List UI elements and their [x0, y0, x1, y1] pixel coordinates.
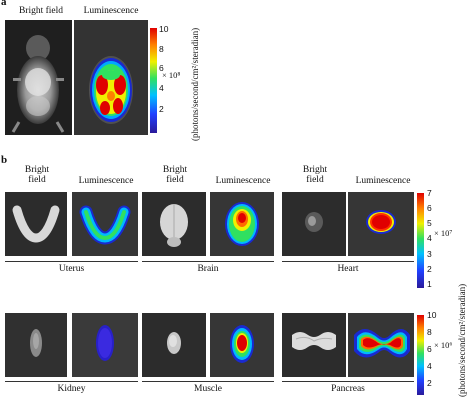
brain-bright-field-image — [142, 192, 206, 256]
kidney-underline — [5, 381, 138, 382]
kidney-label: Kidney — [57, 384, 86, 394]
panel-a-colorbar — [150, 28, 157, 133]
panel-b-top-colorbar-multiplier: × 10⁷ — [434, 228, 453, 238]
pancreas-underline — [282, 381, 414, 382]
panel-b-bottom-colorbar-tick: 6 — [427, 344, 432, 354]
panel-b-letter: b — [1, 154, 8, 166]
heart-luminescence-image — [348, 192, 414, 256]
panel-b-top-colorbar-tick: 5 — [427, 218, 432, 228]
brain-underline — [142, 261, 274, 262]
panel-b-bottom-colorbar — [417, 315, 424, 395]
panel-b-top-colorbar-tick: 7 — [427, 188, 432, 198]
pancreas-bright-field-image — [282, 313, 346, 377]
uterus-underline — [5, 261, 138, 262]
kidney-bright-field-image — [5, 313, 67, 377]
pancreas-label: Pancreas — [331, 384, 365, 394]
panel-b-top-colorbar-tick: 6 — [427, 203, 432, 213]
panel-b-top-colorbar-tick: 2 — [427, 264, 432, 274]
pancreas-luminescence-image — [348, 313, 414, 377]
panel-b-top-colorbar — [417, 193, 424, 288]
panel-b-bottom-colorbar-tick: 2 — [427, 378, 432, 388]
panel-b-top-colorbar-tick: 3 — [427, 249, 432, 259]
panel-a-luminescence-image — [74, 20, 148, 135]
heart-underline — [282, 261, 414, 262]
panel-b-top-colorbar-tick: 4 — [427, 233, 432, 243]
uterus-bright-label: Bright field — [24, 165, 50, 185]
uterus-bright-field-image — [5, 192, 67, 256]
panel-a-colorbar-multiplier: × 10⁸ — [162, 70, 181, 80]
heart-luminescence-label: Luminescence — [355, 176, 411, 186]
brain-luminescence-image — [210, 192, 274, 256]
brain-label: Brain — [197, 264, 219, 274]
kidney-luminescence-image — [72, 313, 138, 377]
panel-a-letter: a — [1, 0, 7, 8]
panel-a-bright-field-label: Bright field — [18, 6, 64, 16]
muscle-label: Muscle — [194, 384, 222, 394]
panel-a-unit-label: (photons/second/cm²/steradian) — [190, 27, 200, 141]
heart-bright-label: Bright field — [302, 165, 328, 185]
uterus-luminescence-image — [72, 192, 138, 256]
panel-b-bottom-colorbar-tick: 8 — [427, 327, 432, 337]
panel-a-colorbar-tick: 8 — [159, 44, 164, 54]
brain-luminescence-label: Luminescence — [215, 176, 271, 186]
muscle-underline — [142, 381, 274, 382]
heart-bright-field-image — [282, 192, 346, 256]
muscle-bright-field-image — [142, 313, 206, 377]
panel-b-bottom-colorbar-tick: 4 — [427, 361, 432, 371]
panel-a-luminescence-label: Luminescence — [83, 6, 139, 16]
uterus-luminescence-label: Luminescence — [78, 176, 134, 186]
panel-b-unit-label: (photons/second/cm²/steradian) — [457, 283, 467, 397]
panel-a-bright-field-image — [5, 20, 72, 135]
panel-a-colorbar-tick: 2 — [159, 104, 164, 114]
heart-label: Heart — [337, 264, 359, 274]
panel-b-bottom-colorbar-multiplier: × 10⁶ — [434, 340, 453, 350]
brain-bright-label: Bright field — [162, 165, 188, 185]
muscle-luminescence-image — [210, 313, 274, 377]
panel-b-top-colorbar-tick: 1 — [427, 279, 432, 289]
uterus-label: Uterus — [58, 264, 85, 274]
panel-b-bottom-colorbar-tick: 10 — [427, 310, 437, 320]
panel-a-colorbar-tick: 6 — [159, 63, 164, 73]
panel-a-colorbar-tick: 10 — [159, 24, 169, 34]
panel-a-colorbar-tick: 4 — [159, 83, 164, 93]
